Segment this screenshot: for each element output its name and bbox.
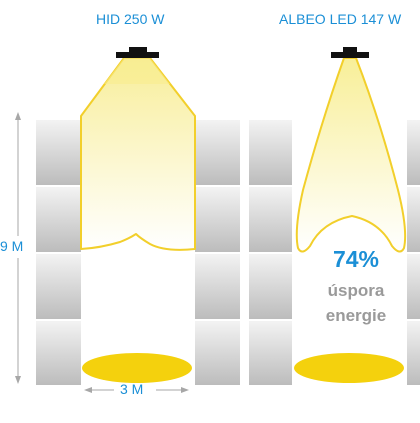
shelving-rack-right (407, 120, 420, 385)
shelving-rack-middle-left (195, 120, 240, 385)
shelving-rack-middle-right (249, 120, 292, 385)
hid-floor-spot (82, 353, 192, 383)
shelving-rack-left (36, 120, 81, 385)
height-dimension-line (15, 112, 21, 384)
width-label: 3 M (120, 381, 144, 397)
width-dimension-line (84, 387, 189, 393)
led-floor-spot (294, 353, 404, 383)
led-light-beam (295, 57, 407, 253)
savings-text-line2: energie (325, 306, 387, 325)
hid-light-beam (80, 57, 196, 251)
savings-percent: 74% (332, 246, 380, 272)
light-fixture-icon (331, 47, 369, 58)
led-label: ALBEO LED 147 W (279, 11, 402, 27)
height-label: 9 M (0, 238, 24, 254)
savings-text-line1: úspora (327, 281, 385, 300)
light-fixture-icon (116, 47, 159, 58)
hid-label: HID 250 W (96, 11, 165, 27)
